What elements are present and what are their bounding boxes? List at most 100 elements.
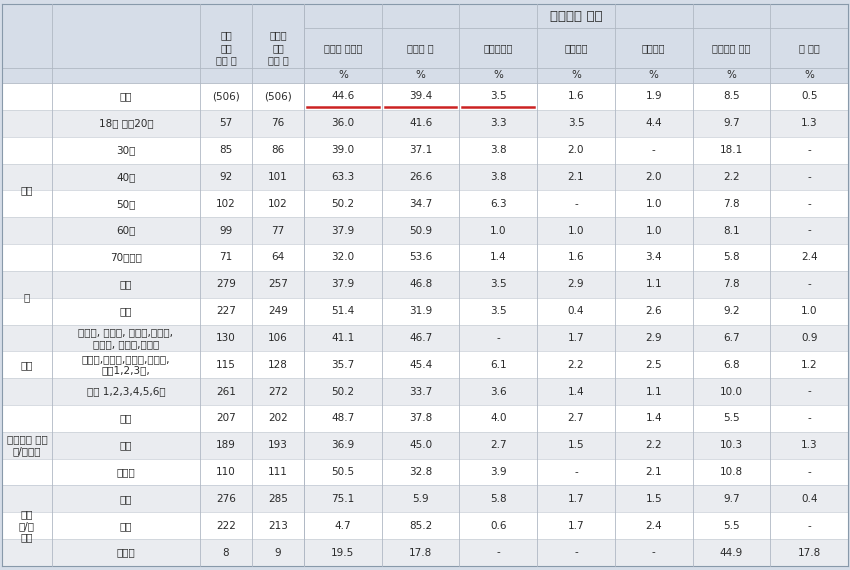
Bar <box>2 110 848 137</box>
Text: 1.3: 1.3 <box>801 118 818 128</box>
Text: 4.4: 4.4 <box>645 118 662 128</box>
Text: 국민의 힐: 국민의 힐 <box>407 43 434 53</box>
Text: 44.9: 44.9 <box>720 548 743 557</box>
Text: 1.4: 1.4 <box>568 386 584 397</box>
Text: 2.0: 2.0 <box>568 145 584 155</box>
Text: 연령: 연령 <box>20 185 33 196</box>
Text: -: - <box>574 467 578 477</box>
Text: 50.5: 50.5 <box>332 467 354 477</box>
Text: 19.5: 19.5 <box>332 548 354 557</box>
Text: 3.5: 3.5 <box>568 118 584 128</box>
Text: 37.1: 37.1 <box>409 145 432 155</box>
Text: 37.8: 37.8 <box>409 413 432 424</box>
Text: 106: 106 <box>268 333 288 343</box>
Text: 53.6: 53.6 <box>409 253 432 262</box>
Text: 1.0: 1.0 <box>490 226 507 235</box>
Text: %: % <box>571 71 581 80</box>
Text: 운정 1,2,3,4,5,6동: 운정 1,2,3,4,5,6동 <box>87 386 165 397</box>
Text: 반대: 반대 <box>120 440 133 450</box>
Text: 92: 92 <box>219 172 233 182</box>
Text: 2.9: 2.9 <box>645 333 662 343</box>
Text: 7.8: 7.8 <box>723 279 740 289</box>
Text: 파주음,월롭면,광탄면,탄현면,
금쳘1,2,3동,: 파주음,월롭면,광탄면,탄현면, 금쳘1,2,3동, <box>82 354 170 376</box>
Text: 1.6: 1.6 <box>568 91 584 101</box>
Text: 1.7: 1.7 <box>568 494 584 504</box>
Text: 37.9: 37.9 <box>332 226 354 235</box>
Text: -: - <box>808 172 811 182</box>
Text: 성: 성 <box>24 292 30 303</box>
Text: (506): (506) <box>212 91 240 101</box>
Text: -: - <box>574 199 578 209</box>
Text: 3.5: 3.5 <box>490 306 507 316</box>
Text: 45.0: 45.0 <box>409 440 432 450</box>
Bar <box>2 271 848 298</box>
Text: 탄핵
찬/반
여부: 탄핵 찬/반 여부 <box>19 509 35 542</box>
Text: 193: 193 <box>268 440 288 450</box>
Text: 57: 57 <box>219 118 233 128</box>
Bar <box>2 164 848 190</box>
Text: 207: 207 <box>216 413 235 424</box>
Bar <box>2 244 848 271</box>
Bar <box>2 217 848 244</box>
Text: 44.6: 44.6 <box>332 91 354 101</box>
Text: 2.1: 2.1 <box>568 172 584 182</box>
Text: 18.1: 18.1 <box>720 145 743 155</box>
Text: -: - <box>808 279 811 289</box>
Text: 50대: 50대 <box>116 199 136 209</box>
Text: 조국혁신당: 조국혁신당 <box>484 43 513 53</box>
Text: 9.7: 9.7 <box>723 494 740 504</box>
Text: 10.0: 10.0 <box>720 386 743 397</box>
Bar <box>2 298 848 324</box>
Text: 48.7: 48.7 <box>332 413 354 424</box>
Bar <box>2 405 848 432</box>
Text: 249: 249 <box>268 306 288 316</box>
Bar <box>2 83 848 110</box>
Text: 남성: 남성 <box>120 279 133 289</box>
Text: 2.2: 2.2 <box>723 172 740 182</box>
Text: 7.8: 7.8 <box>723 199 740 209</box>
Text: -: - <box>652 548 655 557</box>
Text: 70세이상: 70세이상 <box>110 253 142 262</box>
Text: 1.6: 1.6 <box>568 253 584 262</box>
Text: 1.9: 1.9 <box>645 91 662 101</box>
Text: 2.5: 2.5 <box>645 360 662 370</box>
Text: 3.5: 3.5 <box>490 91 507 101</box>
Text: 2.9: 2.9 <box>568 279 584 289</box>
Text: 1.7: 1.7 <box>568 333 584 343</box>
Bar <box>2 351 848 378</box>
Text: 110: 110 <box>216 467 235 477</box>
Text: 130: 130 <box>216 333 235 343</box>
Text: 34.7: 34.7 <box>409 199 432 209</box>
Text: 37.9: 37.9 <box>332 279 354 289</box>
Text: -: - <box>496 548 500 557</box>
Bar <box>2 378 848 405</box>
Text: 86: 86 <box>271 145 285 155</box>
Bar <box>2 190 848 217</box>
Text: 문산음, 법원음, 조리음,적성면,
파평면, 장단면,교하동: 문산음, 법원음, 조리음,적성면, 파평면, 장단면,교하동 <box>78 327 173 349</box>
Text: 8.5: 8.5 <box>723 91 740 101</box>
Text: 0.5: 0.5 <box>801 91 818 101</box>
Text: 1.3: 1.3 <box>801 440 818 450</box>
Text: 50.2: 50.2 <box>332 386 354 397</box>
Text: 1.7: 1.7 <box>568 521 584 531</box>
Text: 4.7: 4.7 <box>335 521 351 531</box>
Text: 6.7: 6.7 <box>723 333 740 343</box>
Text: 개혁신당: 개혁신당 <box>564 43 587 53</box>
Bar <box>2 539 848 566</box>
Text: 77: 77 <box>271 226 285 235</box>
Text: 189: 189 <box>216 440 236 450</box>
Text: -: - <box>652 145 655 155</box>
Text: 32.8: 32.8 <box>409 467 432 477</box>
Text: -: - <box>808 199 811 209</box>
Text: -: - <box>808 467 811 477</box>
Text: 51.4: 51.4 <box>332 306 354 316</box>
Text: 여성: 여성 <box>120 306 133 316</box>
Text: 3.8: 3.8 <box>490 145 507 155</box>
Text: 2.2: 2.2 <box>568 360 584 370</box>
Text: 39.4: 39.4 <box>409 91 432 101</box>
Text: 0.6: 0.6 <box>490 521 507 531</box>
Text: 60대: 60대 <box>116 226 136 235</box>
Text: 6.1: 6.1 <box>490 360 507 370</box>
Text: 4.0: 4.0 <box>490 413 507 424</box>
Text: %: % <box>727 71 736 80</box>
